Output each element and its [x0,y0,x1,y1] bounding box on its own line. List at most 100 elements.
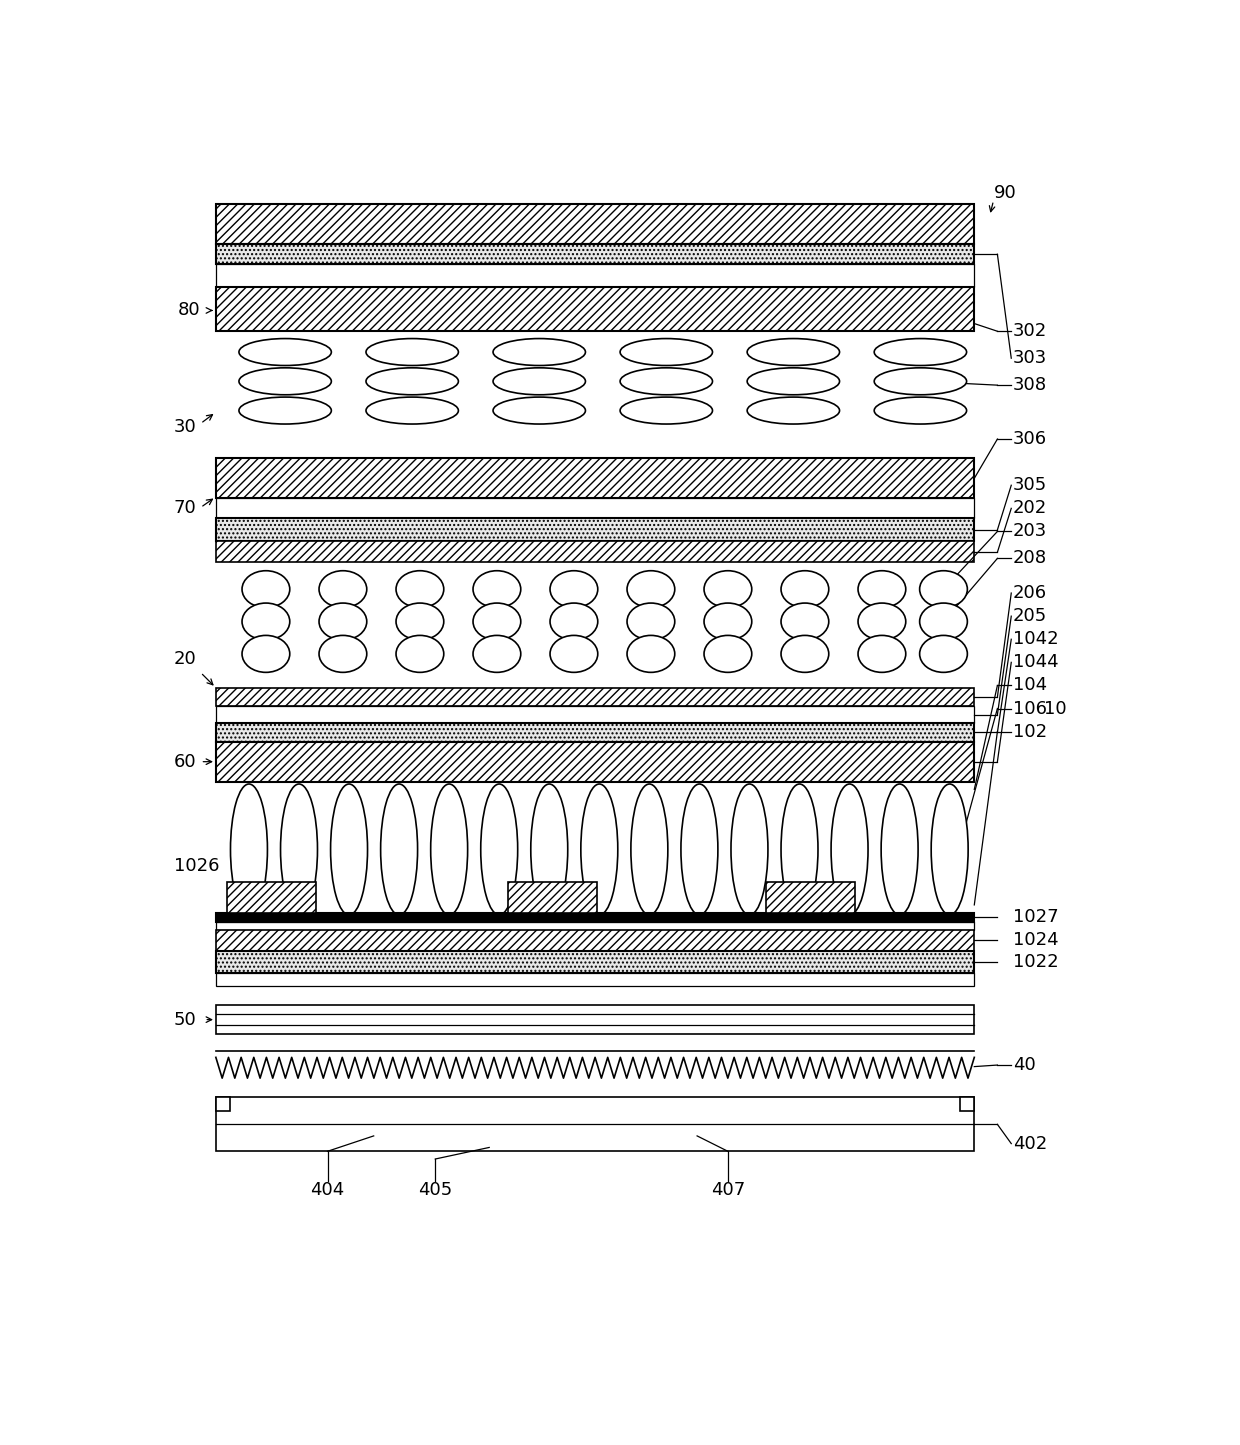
Ellipse shape [882,785,918,915]
Ellipse shape [239,338,331,366]
Ellipse shape [531,785,568,915]
Ellipse shape [620,397,713,423]
Text: 1024: 1024 [1013,932,1059,949]
Bar [216,722,975,741]
Text: 303: 303 [1013,350,1047,367]
Ellipse shape [620,368,713,394]
Ellipse shape [748,397,839,423]
Ellipse shape [239,397,331,423]
Text: 60: 60 [174,753,196,770]
Text: 40: 40 [1013,1056,1035,1074]
Ellipse shape [319,603,367,640]
Bar [216,499,975,519]
Text: 1027: 1027 [1013,909,1059,926]
Ellipse shape [920,636,967,672]
Text: 305: 305 [1013,477,1047,494]
Ellipse shape [874,368,967,394]
Bar [766,881,854,913]
Ellipse shape [627,603,675,640]
Bar [227,881,316,913]
Ellipse shape [242,603,290,640]
Bar [216,1097,975,1152]
Ellipse shape [730,785,768,915]
Ellipse shape [748,368,839,394]
Ellipse shape [858,571,905,608]
Ellipse shape [874,338,967,366]
Bar [216,741,975,782]
Ellipse shape [781,636,828,672]
Bar [216,519,975,542]
Ellipse shape [627,571,675,608]
Ellipse shape [242,636,290,672]
Ellipse shape [704,636,751,672]
Text: 404: 404 [310,1181,345,1199]
Text: 1022: 1022 [1013,952,1059,971]
Ellipse shape [396,603,444,640]
Text: 20: 20 [174,649,196,668]
Ellipse shape [874,397,967,423]
Text: 308: 308 [1013,376,1047,394]
Bar [216,1097,229,1111]
Text: 1026: 1026 [174,857,219,876]
Ellipse shape [231,785,268,915]
Text: 405: 405 [418,1181,453,1199]
Bar [216,688,975,707]
Ellipse shape [551,571,598,608]
Ellipse shape [781,603,828,640]
Text: 106: 106 [1013,699,1047,718]
Bar [216,204,975,244]
Ellipse shape [704,571,751,608]
Text: 90: 90 [993,184,1017,202]
Text: 206: 206 [1013,584,1047,603]
Text: 205: 205 [1013,607,1047,626]
Ellipse shape [366,397,459,423]
Bar [216,264,975,288]
Bar [216,922,975,929]
Ellipse shape [319,636,367,672]
Ellipse shape [494,397,585,423]
Bar [216,951,975,972]
Ellipse shape [481,785,517,915]
Text: 30: 30 [174,419,196,436]
Text: 302: 302 [1013,322,1047,340]
Ellipse shape [331,785,367,915]
Ellipse shape [858,636,905,672]
Ellipse shape [920,603,967,640]
Ellipse shape [920,571,967,608]
Text: 10: 10 [1044,699,1066,718]
Text: 203: 203 [1013,523,1047,540]
Ellipse shape [366,338,459,366]
Ellipse shape [430,785,467,915]
Bar [216,707,975,722]
Ellipse shape [472,603,521,640]
Ellipse shape [280,785,317,915]
Ellipse shape [239,368,331,394]
Bar [216,972,975,985]
Bar [961,1097,975,1111]
Text: 407: 407 [711,1181,745,1199]
Bar [216,913,975,922]
Ellipse shape [831,785,868,915]
Text: 402: 402 [1013,1134,1047,1153]
Ellipse shape [580,785,618,915]
Text: 208: 208 [1013,549,1047,568]
Ellipse shape [620,338,713,366]
Ellipse shape [627,636,675,672]
Text: 104: 104 [1013,676,1047,695]
Ellipse shape [319,571,367,608]
Ellipse shape [494,338,585,366]
Bar [216,542,975,562]
Bar [216,929,975,951]
Bar [508,881,596,913]
Ellipse shape [242,571,290,608]
Ellipse shape [472,636,521,672]
Text: 306: 306 [1013,431,1047,448]
Ellipse shape [781,785,818,915]
Ellipse shape [748,338,839,366]
Text: 80: 80 [177,302,200,319]
Ellipse shape [396,636,444,672]
Ellipse shape [781,571,828,608]
Ellipse shape [931,785,968,915]
Text: 70: 70 [174,499,196,516]
Ellipse shape [396,571,444,608]
